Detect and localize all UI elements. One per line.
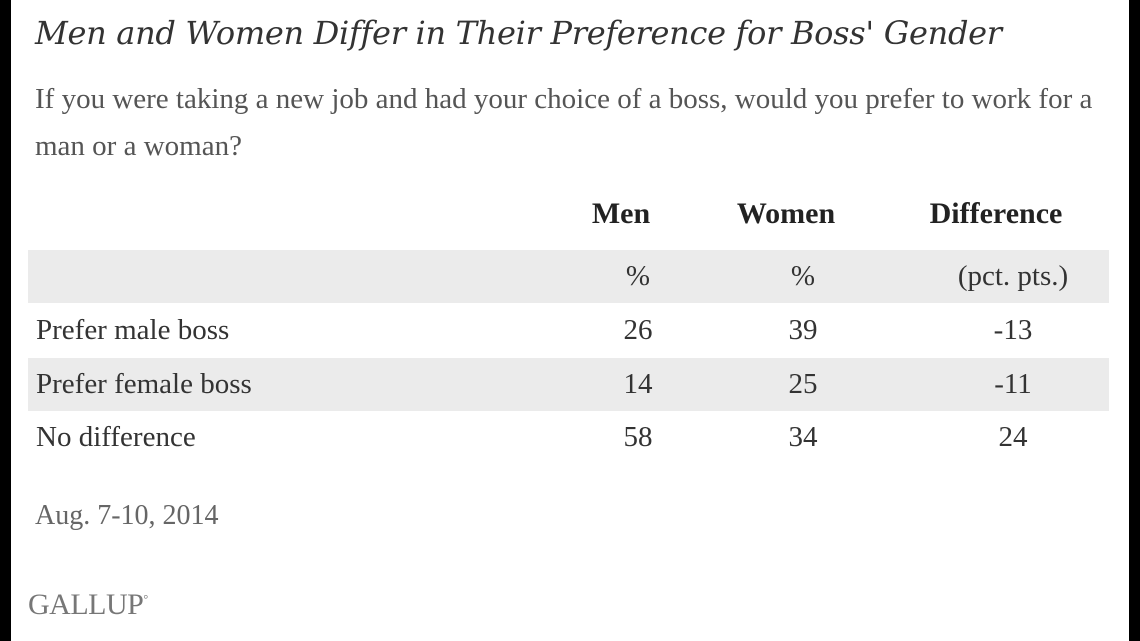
chart-card: Men and Women Differ in Their Preference… bbox=[11, 0, 1129, 641]
survey-date: Aug. 7-10, 2014 bbox=[35, 500, 219, 531]
row-label: Prefer male boss bbox=[36, 314, 230, 346]
row-label: No difference bbox=[36, 421, 196, 453]
unit-difference: (pct. pts.) bbox=[957, 260, 1069, 292]
value-difference: -13 bbox=[993, 314, 1033, 346]
value-women: 39 bbox=[788, 314, 818, 346]
logo-text: GALLUP bbox=[28, 588, 144, 621]
row-label: Prefer female boss bbox=[36, 368, 252, 400]
table-row: Prefer male boss 26 39 -13 bbox=[28, 304, 1109, 357]
units-row: % % (pct. pts.) bbox=[28, 250, 1109, 303]
value-women: 34 bbox=[788, 421, 818, 453]
chart-subtitle: If you were taking a new job and had you… bbox=[35, 83, 1093, 162]
value-difference: -11 bbox=[994, 368, 1032, 400]
column-header-men: Men bbox=[591, 197, 651, 230]
value-men: 26 bbox=[623, 314, 653, 346]
unit-men: % bbox=[625, 260, 651, 292]
table-row: Prefer female boss 14 25 -11 bbox=[28, 358, 1109, 411]
unit-women: % bbox=[790, 260, 816, 292]
chart-title: Men and Women Differ in Their Preference… bbox=[35, 14, 1002, 52]
value-difference: 24 bbox=[998, 421, 1028, 453]
column-header-women: Women bbox=[736, 197, 836, 230]
gallup-logo: GALLUP° bbox=[28, 588, 148, 621]
column-header-difference: Difference bbox=[929, 197, 1063, 230]
value-men: 58 bbox=[623, 421, 653, 453]
table-row: No difference 58 34 24 bbox=[28, 411, 1109, 464]
value-women: 25 bbox=[788, 368, 818, 400]
value-men: 14 bbox=[623, 368, 653, 400]
